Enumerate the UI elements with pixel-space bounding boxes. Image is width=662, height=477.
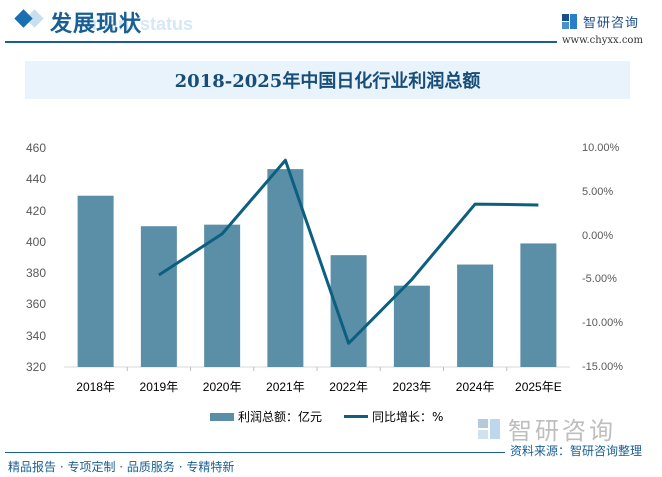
x-tick-label: 2018年 <box>76 380 115 394</box>
brand-logo-icon <box>562 14 577 29</box>
watermark-logo-icon <box>478 418 500 439</box>
left-y-tick-label: 400 <box>26 234 47 249</box>
left-y-tick-label: 420 <box>26 203 47 218</box>
brand-logo: 智研咨询 <box>562 12 639 31</box>
chart-title: 2018-2025年中国日化行业利润总额 <box>174 71 481 92</box>
x-axis-ticks <box>126 367 508 371</box>
brand-url: www.chyxx.com <box>562 35 643 46</box>
x-tick-label: 2021年 <box>266 380 305 394</box>
left-y-tick-label: 360 <box>26 297 47 312</box>
x-tick-label: 2019年 <box>139 380 179 394</box>
x-tick-label: 2025年E <box>515 380 562 394</box>
x-tick-label: 2020年 <box>202 380 242 394</box>
x-tick-label: 2024年 <box>455 380 495 394</box>
bar <box>267 169 304 367</box>
section-title: 发展现状 <box>50 11 143 37</box>
bar <box>204 224 241 367</box>
left-y-tick-label: 460 <box>26 141 47 155</box>
legend-line-label: 同比增长：% <box>372 410 444 424</box>
page-header: ment status 发展现状 智研咨询 www.chyxx.com <box>0 0 662 48</box>
bar <box>393 285 430 367</box>
section-subtitle: ment status <box>92 14 194 34</box>
right-y-tick-label: -10.00% <box>582 317 623 330</box>
right-y-tick-label: 0.00% <box>582 229 614 242</box>
legend-line-swatch <box>344 415 369 418</box>
slogan: 精品报告 · 专项定制 · 品质服务 · 专精特新 <box>8 460 235 474</box>
bar <box>520 243 557 367</box>
left-y-tick-label: 340 <box>26 328 47 343</box>
x-tick-label: 2023年 <box>392 380 432 394</box>
bar <box>140 226 177 367</box>
brand-name: 智研咨询 <box>583 16 640 31</box>
legend-bar-label: 利润总额：亿元 <box>238 410 323 424</box>
footer-divider <box>5 452 505 453</box>
right-y-tick-label: 10.00% <box>582 142 620 154</box>
source-note: 资料来源：智研咨询整理 <box>510 444 643 458</box>
chart-legend: 利润总额：亿元 同比增长：% <box>210 408 443 425</box>
chart-title-band: 2018-2025年中国日化行业利润总额 <box>25 61 630 99</box>
right-y-tick-label: -15.00% <box>582 361 623 373</box>
bar-series <box>77 169 557 367</box>
left-y-tick-label: 380 <box>26 266 47 281</box>
legend-bar-swatch <box>210 412 234 421</box>
bar <box>77 195 114 367</box>
growth-line-series <box>158 158 539 345</box>
watermark-brand: 智研咨询 <box>508 417 616 445</box>
right-y-tick-label: -5.00% <box>582 273 617 286</box>
header-divider <box>5 41 557 43</box>
watermark-logo: 智研咨询 <box>478 411 616 446</box>
left-y-tick-label: 440 <box>26 172 47 187</box>
right-y-tick-label: 5.00% <box>582 185 614 198</box>
x-tick-label: 2022年 <box>329 380 368 394</box>
left-y-tick-label: 320 <box>26 360 47 374</box>
bar <box>457 264 494 367</box>
